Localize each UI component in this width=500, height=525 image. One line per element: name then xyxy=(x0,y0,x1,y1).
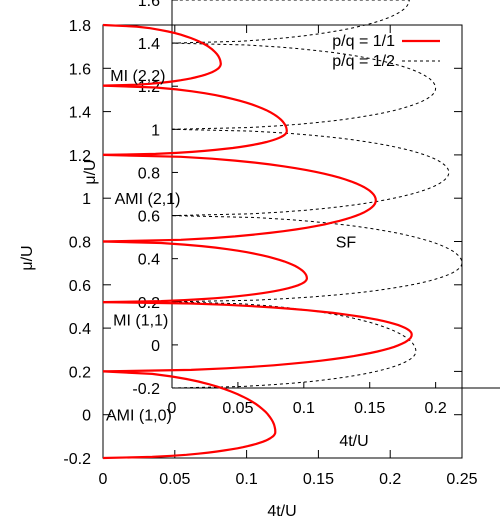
x-tick-label: 0.25 xyxy=(446,471,477,488)
inset-lobe-3 xyxy=(171,128,450,217)
inset-x-tick-label: 0.05 xyxy=(222,400,253,417)
inset-y-tick-label: 1 xyxy=(151,122,160,139)
y-tick-label: 1.8 xyxy=(69,18,91,35)
legend-label-series-1: p/q = 1/1 xyxy=(332,33,395,50)
x-tick-label: 0.15 xyxy=(303,471,334,488)
annotation-5: AMI (1,0) xyxy=(106,408,172,425)
lobe-6 xyxy=(102,23,222,87)
lobe-2 xyxy=(102,301,413,373)
inset-chart: -0.200.20.40.60.811.21.41.60 0.05 0.1 0.15 0… xyxy=(132,0,500,417)
y-tick-label: 1.2 xyxy=(69,148,91,165)
x-tick-label: 0.2 xyxy=(379,471,401,488)
inset-x-axis-label: 4t/U xyxy=(339,433,368,450)
lobe-4 xyxy=(102,153,377,243)
x-tick-label: 0.05 xyxy=(159,471,190,488)
inset-y-tick-label: 0 xyxy=(151,338,160,355)
y-tick-label: -0.2 xyxy=(63,451,91,468)
inset-y-axis-label: μ/U xyxy=(82,159,99,184)
main-chart: -0.2 0 0.2 0.4 0.6 0.8 1 1.2 1.4 1.6 1.8 0 0.05 0.1 0.… xyxy=(63,18,477,488)
annotation-1: MI (2,2) xyxy=(110,68,165,85)
lobe-1 xyxy=(102,370,277,460)
y-tick-label: 0.4 xyxy=(69,321,91,338)
y-tick-label: 1 xyxy=(82,191,91,208)
lobe-3 xyxy=(102,240,309,304)
y-tick-label: 0 xyxy=(82,408,91,425)
x-tick-label: 0.1 xyxy=(235,471,257,488)
inset-y-tick-label: 1.6 xyxy=(138,0,160,10)
x-axis-label: 4t/U xyxy=(267,503,296,520)
inset-y-tick-label: -0.2 xyxy=(132,381,160,398)
annotation-2: AMI (2,1) xyxy=(115,191,181,208)
annotation-4: MI (1,1) xyxy=(113,312,168,329)
inset-lobe-1 xyxy=(171,301,417,389)
inset-x-tick-label: 0 xyxy=(168,400,177,417)
lobe-5 xyxy=(102,84,288,156)
inset-x-tick-label: 0.1 xyxy=(293,400,315,417)
inset-y-tick-label: 0.8 xyxy=(138,165,160,182)
y-axis-label: μ/U xyxy=(19,245,36,270)
inset-lobe-2 xyxy=(171,215,463,303)
inset-lobe-4 xyxy=(171,42,437,130)
y-tick-label: 1.6 xyxy=(69,61,91,78)
y-tick-label: 0.8 xyxy=(69,235,91,252)
region-annotations: MI (2,2) AMI (2,1) SF MI (1,1) AMI (1,0) xyxy=(106,68,356,425)
y-tick-label: 0.6 xyxy=(69,278,91,295)
annotation-3: SF xyxy=(336,235,357,252)
inset-y-tick-label: 1.4 xyxy=(138,36,160,53)
x-tick-label: 0 xyxy=(99,471,108,488)
legend: p/q = 1/1 p/q = 1/2 xyxy=(332,33,440,70)
inset-y-tick-label: 0.4 xyxy=(138,252,160,269)
y-tick-label: 0.2 xyxy=(69,364,91,381)
y-tick-label: 1.4 xyxy=(69,105,91,122)
inset-x-tick-label: 0.2 xyxy=(425,400,447,417)
inset-y-tick-label: 0.6 xyxy=(138,209,160,226)
inset-x-tick-label: 0.15 xyxy=(354,400,385,417)
legend-label-series-2: p/q = 1/2 xyxy=(332,53,395,70)
